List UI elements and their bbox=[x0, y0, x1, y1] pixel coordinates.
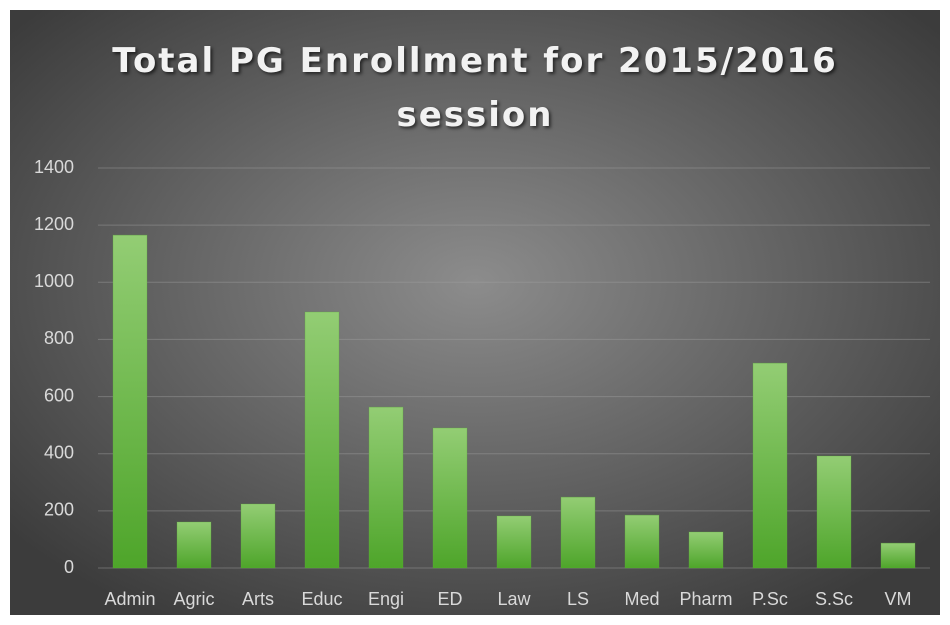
y-tick-label: 1400 bbox=[34, 157, 74, 177]
x-tick-label: Admin bbox=[104, 589, 155, 609]
y-tick-label: 600 bbox=[44, 385, 74, 405]
x-tick-label: Arts bbox=[242, 589, 274, 609]
y-tick-label: 1000 bbox=[34, 271, 74, 291]
x-tick-label: Med bbox=[624, 589, 659, 609]
y-tick-label: 400 bbox=[44, 442, 74, 462]
x-tick-label: Engi bbox=[368, 589, 404, 609]
bar bbox=[112, 234, 148, 569]
bar bbox=[880, 542, 916, 569]
x-tick-label: VM bbox=[885, 589, 912, 609]
bar bbox=[368, 406, 404, 569]
bar bbox=[816, 455, 852, 569]
y-tick-label: 0 bbox=[64, 557, 74, 577]
y-tick-label: 1200 bbox=[34, 214, 74, 234]
bar bbox=[688, 531, 724, 569]
bar bbox=[432, 427, 468, 569]
x-tick-label: ED bbox=[437, 589, 462, 609]
x-tick-label: Law bbox=[497, 589, 531, 609]
x-tick-label: S.Sc bbox=[815, 589, 853, 609]
bar bbox=[304, 311, 340, 569]
bar bbox=[624, 514, 660, 569]
x-tick-label: Educ bbox=[301, 589, 342, 609]
x-tick-label: P.Sc bbox=[752, 589, 788, 609]
chart-title: Total PG Enrollment for 2015/2016 sessio… bbox=[112, 41, 838, 135]
x-tick-label: Pharm bbox=[679, 589, 732, 609]
bar bbox=[240, 503, 276, 569]
bar bbox=[752, 362, 788, 569]
y-tick-label: 200 bbox=[44, 500, 74, 520]
bar bbox=[176, 521, 212, 569]
bar bbox=[560, 496, 596, 569]
x-tick-label: Agric bbox=[173, 589, 214, 609]
x-tick-label: LS bbox=[567, 589, 589, 609]
bar bbox=[496, 515, 532, 569]
y-tick-label: 800 bbox=[44, 328, 74, 348]
